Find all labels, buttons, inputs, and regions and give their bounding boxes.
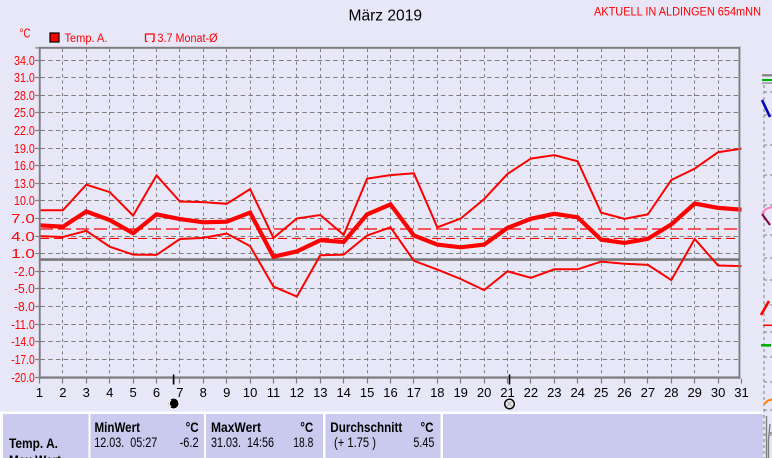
svg-text:22.0: 22.0	[14, 123, 35, 138]
svg-text:24: 24	[570, 385, 584, 400]
svg-text:8: 8	[200, 385, 207, 400]
svg-text:März 2019: März 2019	[349, 7, 423, 24]
svg-text:-17.0: -17.0	[11, 352, 35, 367]
svg-text:14: 14	[336, 385, 350, 400]
svg-text:31: 31	[734, 385, 748, 400]
svg-text:18.8: 18.8	[293, 435, 313, 450]
svg-text:(+ 1.75 ): (+ 1.75 )	[334, 435, 376, 450]
svg-text:20: 20	[477, 385, 491, 400]
svg-text:4.0: 4.0	[11, 229, 35, 244]
svg-text:1: 1	[36, 385, 43, 400]
svg-text:28: 28	[664, 385, 678, 400]
svg-text:-14.0: -14.0	[11, 334, 35, 349]
svg-text:26: 26	[617, 385, 631, 400]
svg-text:12: 12	[290, 385, 304, 400]
svg-text:6: 6	[153, 385, 160, 400]
svg-text:25: 25	[594, 385, 608, 400]
svg-text:°C: °C	[20, 26, 31, 41]
svg-text:2: 2	[59, 385, 66, 400]
svg-text:Temp. A.: Temp. A.	[65, 33, 108, 45]
svg-text:3: 3	[83, 385, 90, 400]
svg-text:10.0: 10.0	[14, 193, 35, 208]
svg-text:3.7 Monat-Ø: 3.7 Monat-Ø	[158, 33, 218, 45]
svg-text:11: 11	[267, 385, 281, 400]
svg-text:7: 7	[176, 385, 183, 400]
svg-text:5: 5	[129, 385, 136, 400]
svg-text:30: 30	[711, 385, 725, 400]
svg-text:°C: °C	[421, 420, 434, 435]
svg-text:19: 19	[453, 385, 467, 400]
svg-text:Temp. A.: Temp. A.	[9, 436, 58, 451]
svg-text:-20.0: -20.0	[11, 370, 35, 385]
svg-text:9: 9	[223, 385, 230, 400]
svg-text:°C: °C	[300, 420, 313, 435]
svg-text:25.0: 25.0	[14, 105, 35, 120]
svg-text:17: 17	[407, 385, 421, 400]
svg-text:16.0: 16.0	[14, 158, 35, 173]
svg-text:1.0: 1.0	[11, 246, 35, 261]
svg-text:31.03. 14:56: 31.03. 14:56	[211, 435, 274, 450]
svg-text:13: 13	[313, 385, 327, 400]
svg-text:19.0: 19.0	[14, 141, 35, 156]
svg-text:15: 15	[360, 385, 374, 400]
svg-text:18: 18	[430, 385, 444, 400]
svg-text:-5.0: -5.0	[14, 281, 35, 296]
svg-text:MaxWert: MaxWert	[211, 420, 261, 435]
svg-text:-6.2: -6.2	[180, 435, 199, 450]
svg-text:Max.Wert: Max.Wert	[9, 453, 61, 458]
svg-text:23: 23	[547, 385, 561, 400]
svg-text:5.45: 5.45	[413, 435, 434, 450]
svg-text:7.0: 7.0	[11, 211, 35, 226]
svg-text:°C: °C	[186, 420, 199, 435]
svg-text:10: 10	[243, 385, 257, 400]
svg-text:-11.0: -11.0	[11, 317, 35, 332]
svg-text:-8.0: -8.0	[14, 299, 35, 314]
svg-text:-2.0: -2.0	[14, 264, 35, 279]
svg-text:28.0: 28.0	[14, 88, 35, 103]
svg-text:27: 27	[641, 385, 655, 400]
svg-text:34.0: 34.0	[14, 53, 35, 68]
svg-text:21: 21	[500, 385, 514, 400]
svg-text:12.03. 05:27: 12.03. 05:27	[94, 435, 157, 450]
svg-text:MinWert: MinWert	[95, 420, 141, 435]
svg-text:31.0: 31.0	[14, 70, 35, 85]
svg-text:Durchschnitt: Durchschnitt	[330, 420, 402, 435]
svg-text:16: 16	[383, 385, 397, 400]
svg-text:13.0: 13.0	[14, 176, 35, 191]
svg-text:29: 29	[687, 385, 701, 400]
svg-text:4: 4	[106, 385, 113, 400]
svg-text:22: 22	[524, 385, 538, 400]
svg-text:AKTUELL IN ALDINGEN 654mNN: AKTUELL IN ALDINGEN 654mNN	[594, 6, 761, 18]
